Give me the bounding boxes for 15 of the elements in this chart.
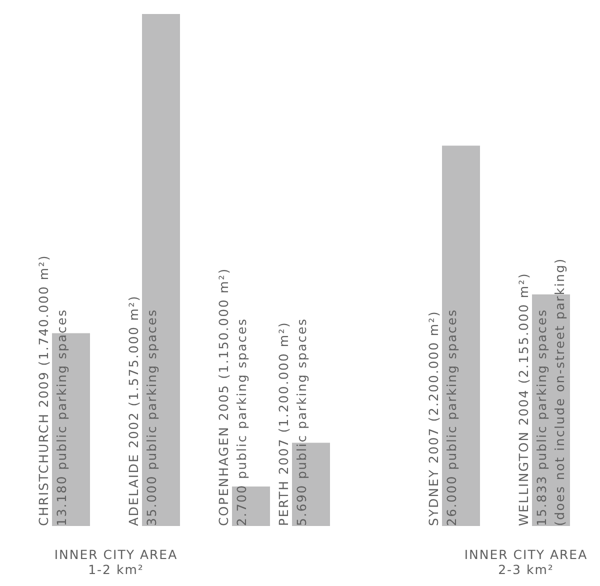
data-label: 13.180 public parking spaces — [54, 308, 69, 526]
data-label: 15.833 public parking spaces — [534, 308, 549, 526]
text: INNER CITY AREA 2-3 km² — [464, 547, 588, 577]
data-label: 2.700 public parking spaces — [234, 318, 249, 526]
x-tick-label: CHRISTCHURCH 2009 (1.740.000 m²) — [36, 254, 51, 526]
data-label: 35.000 public parking spaces — [144, 308, 159, 526]
x-tick-label: SYDNEY 2007 (2.200.000 m²) — [426, 310, 441, 526]
text: INNER CITY AREA 1-2 km² — [54, 547, 178, 577]
annotation: (does not include on-street parking) — [552, 258, 567, 526]
data-label: 26.000 public parking spaces — [444, 308, 459, 526]
x-tick-label: ADELAIDE 2002 (1.575.000 m²) — [126, 295, 141, 526]
data-label: 5.690 public parking spaces — [294, 318, 309, 526]
x-tick-label: COPENHAGEN 2005 (1.150.000 m²) — [216, 268, 231, 526]
x-tick-label: PERTH 2007 (1.200.000 m²) — [276, 321, 291, 526]
x-tick-label: WELLINGTON 2004 (2.155.000 m²) — [516, 272, 531, 526]
